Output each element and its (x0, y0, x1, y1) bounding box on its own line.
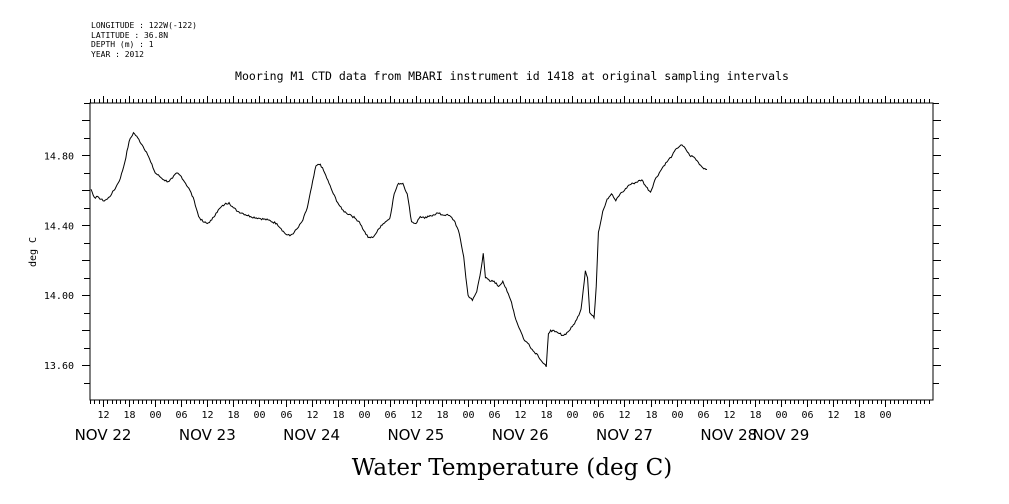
x-hour-tick-label: 18 (853, 410, 865, 421)
x-hour-tick-label: 18 (332, 410, 344, 421)
x-hour-tick-label: 12 (514, 410, 526, 421)
x-hour-tick-label: 12 (410, 410, 422, 421)
y-tick-label: 13.60 (44, 361, 74, 372)
x-date-label: NOV 22 (75, 426, 132, 444)
x-date-label: NOV 25 (387, 426, 444, 444)
plot-frame (89, 102, 934, 401)
x-hour-tick-label: 00 (253, 410, 265, 421)
x-hour-tick-label: 18 (540, 410, 552, 421)
x-hour-tick-label: 18 (123, 410, 135, 421)
x-hour-tick-label: 00 (149, 410, 161, 421)
x-hour-tick-label: 12 (201, 410, 213, 421)
metadata-block: LONGITUDE : 122W(-122) LATITUDE : 36.8N … (91, 21, 197, 59)
x-hour-tick-label: 00 (775, 410, 787, 421)
x-hour-tick-label: 06 (592, 410, 604, 421)
x-hour-tick-label: 06 (697, 410, 709, 421)
x-date-label: NOV 27 (596, 426, 653, 444)
x-hour-tick-label: 12 (97, 410, 109, 421)
x-hour-tick-label: 12 (306, 410, 318, 421)
temperature-series-line (90, 131, 708, 368)
x-date-label: NOV 23 (179, 426, 236, 444)
axes-group: 12 18 00 06 12 18 00 06 12 18 00 06 12 18 00 06 12 18 00 06… (44, 96, 941, 444)
y-axis-label: deg C (28, 237, 39, 267)
y-tick-label: 14.40 (44, 221, 74, 232)
chart-caption: Water Temperature (deg C) (352, 455, 672, 481)
year-line: YEAR : 2012 (91, 49, 144, 59)
x-date-label: NOV 26 (492, 426, 549, 444)
x-hour-tick-label: 00 (358, 410, 370, 421)
x-hour-tick-label: 18 (749, 410, 761, 421)
x-date-label: NOV 28 (700, 426, 757, 444)
x-hour-tick-label: 12 (827, 410, 839, 421)
x-hour-tick-label: 06 (280, 410, 292, 421)
x-hour-tick-label: 00 (671, 410, 683, 421)
x-hour-tick-label: 00 (566, 410, 578, 421)
y-tick-label: 14.00 (44, 291, 74, 302)
x-hour-tick-label: 06 (175, 410, 187, 421)
x-date-label: NOV 29 (752, 426, 809, 444)
y-tick-label: 14.80 (44, 151, 74, 162)
chart-title: Mooring M1 CTD data from MBARI instrumen… (235, 69, 789, 83)
x-hour-tick-label: 06 (384, 410, 396, 421)
x-hour-tick-label: 18 (645, 410, 657, 421)
x-hour-tick-label: 06 (801, 410, 813, 421)
longitude-line: LONGITUDE : 122W(-122) (91, 21, 197, 30)
x-hour-tick-label: 00 (462, 410, 474, 421)
x-hour-tick-label: 12 (723, 410, 735, 421)
depth-line: DEPTH (m) : 1 (91, 40, 154, 50)
x-hour-tick-label: 12 (618, 410, 630, 421)
x-hour-tick-label: 18 (227, 410, 239, 421)
x-hour-tick-label: 00 (879, 410, 891, 421)
x-date-label: NOV 24 (283, 426, 340, 444)
x-hour-tick-label: 06 (488, 410, 500, 421)
x-hour-tick-label: 18 (436, 410, 448, 421)
latitude-line: LATITUDE : 36.8N (91, 30, 169, 40)
